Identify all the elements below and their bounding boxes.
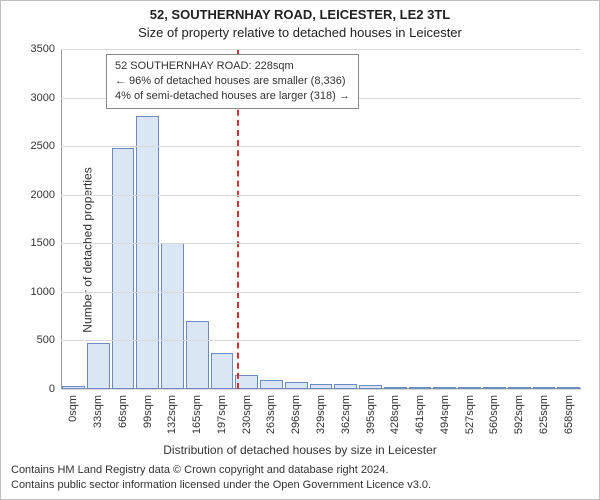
gridline bbox=[61, 49, 581, 50]
x-tick-label: 132sqm bbox=[166, 395, 178, 434]
bar bbox=[87, 343, 110, 389]
bar bbox=[136, 116, 159, 389]
gridline bbox=[61, 389, 581, 390]
bar bbox=[260, 380, 283, 389]
y-tick-label: 2500 bbox=[25, 140, 55, 152]
x-tick-label: 625sqm bbox=[538, 395, 550, 434]
info-box: 52 SOUTHERNHAY ROAD: 228sqm ← 96% of det… bbox=[106, 54, 359, 109]
footer-line-2: Contains public sector information licen… bbox=[11, 478, 589, 493]
x-tick-label: 33sqm bbox=[92, 395, 104, 428]
info-line-1: 52 SOUTHERNHAY ROAD: 228sqm bbox=[115, 59, 350, 74]
y-tick-label: 1000 bbox=[25, 286, 55, 298]
info-line-2: ← 96% of detached houses are smaller (8,… bbox=[115, 74, 350, 89]
x-tick-label: 197sqm bbox=[216, 395, 228, 434]
x-tick-label: 592sqm bbox=[513, 395, 525, 434]
y-tick-label: 2000 bbox=[25, 189, 55, 201]
x-tick-label: 395sqm bbox=[365, 395, 377, 434]
footer: Contains HM Land Registry data © Crown c… bbox=[11, 463, 589, 493]
x-tick-label: 461sqm bbox=[414, 395, 426, 434]
page-subtitle: Size of property relative to detached ho… bbox=[1, 25, 599, 40]
x-tick-label: 329sqm bbox=[315, 395, 327, 434]
page-title: 52, SOUTHERNHAY ROAD, LEICESTER, LE2 3TL bbox=[1, 7, 599, 22]
y-tick-label: 3500 bbox=[25, 43, 55, 55]
x-tick-label: 527sqm bbox=[464, 395, 476, 434]
x-tick-label: 296sqm bbox=[290, 395, 302, 434]
bar bbox=[285, 382, 308, 389]
x-tick-label: 494sqm bbox=[439, 395, 451, 434]
gridline bbox=[61, 292, 581, 293]
footer-line-1: Contains HM Land Registry data © Crown c… bbox=[11, 463, 589, 478]
chart-container: 52, SOUTHERNHAY ROAD, LEICESTER, LE2 3TL… bbox=[0, 0, 600, 500]
x-axis-label: Distribution of detached houses by size … bbox=[1, 443, 599, 457]
x-tick-label: 66sqm bbox=[117, 395, 129, 428]
gridline bbox=[61, 146, 581, 147]
x-tick-label: 362sqm bbox=[340, 395, 352, 434]
y-tick-label: 1500 bbox=[25, 237, 55, 249]
x-tick-label: 428sqm bbox=[389, 395, 401, 434]
x-tick-label: 0sqm bbox=[67, 395, 79, 422]
chart-area: 05001000150020002500300035000sqm33sqm66s… bbox=[61, 49, 581, 389]
bar bbox=[235, 375, 258, 389]
info-line-3: 4% of semi-detached houses are larger (3… bbox=[115, 89, 350, 104]
x-tick-label: 165sqm bbox=[191, 395, 203, 434]
y-tick-label: 0 bbox=[25, 383, 55, 395]
bar bbox=[211, 353, 234, 389]
x-tick-label: 99sqm bbox=[142, 395, 154, 428]
y-tick-label: 500 bbox=[25, 334, 55, 346]
bar bbox=[161, 243, 184, 389]
x-tick-label: 658sqm bbox=[563, 395, 575, 434]
bar bbox=[186, 321, 209, 389]
bar bbox=[112, 148, 135, 389]
gridline bbox=[61, 340, 581, 341]
x-tick-label: 560sqm bbox=[488, 395, 500, 434]
x-tick-label: 263sqm bbox=[265, 395, 277, 434]
gridline bbox=[61, 243, 581, 244]
x-tick-label: 230sqm bbox=[241, 395, 253, 434]
gridline bbox=[61, 195, 581, 196]
y-tick-label: 3000 bbox=[25, 92, 55, 104]
